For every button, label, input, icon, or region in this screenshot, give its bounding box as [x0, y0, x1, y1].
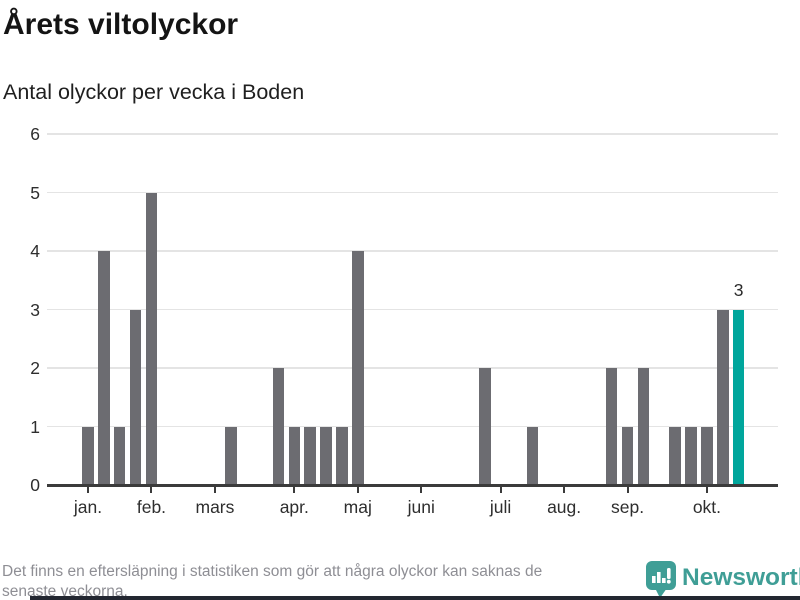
bar-week-42: [732, 309, 745, 485]
x-tick-jan: [87, 486, 89, 493]
x-axis-label-aug: aug.: [547, 497, 582, 517]
gridline-y1: [47, 425, 778, 428]
bar-week-39: [685, 426, 697, 485]
bar-week-35: [621, 426, 634, 485]
bar-week-40: [701, 426, 713, 485]
x-tick-mars: [213, 486, 216, 493]
bar-week-4: [129, 309, 142, 485]
y-axis-label-1: 1: [30, 416, 40, 437]
y-axis-label-3: 3: [30, 299, 40, 320]
x-axis-label-juni: juni: [407, 497, 435, 517]
bar-week-16: [320, 426, 332, 485]
y-axis-label-6: 6: [30, 124, 40, 144]
newsworthy-brand-text: Newsworthy: [682, 564, 800, 591]
newsworthy-bubble-chart-icon: [646, 561, 676, 598]
x-tick-juli: [499, 486, 502, 493]
footnote-line: Det finns en eftersläpning i statistiken…: [2, 563, 543, 580]
x-axis-label-maj: maj: [343, 497, 372, 517]
bar-week-2: [98, 251, 110, 485]
y-axis-label-4: 4: [30, 241, 40, 261]
x-tick-okt: [705, 486, 708, 493]
bar-week-14: [288, 426, 301, 485]
y-axis-label-0: 0: [30, 475, 40, 495]
bar-value-annotation: 3: [733, 279, 744, 300]
bar-week-18: [352, 251, 364, 485]
x-axis-label-sep: sep.: [611, 497, 645, 517]
gridline-y2: [47, 367, 778, 369]
y-axis-label-2: 2: [30, 358, 40, 378]
bar-week-38: [669, 426, 681, 485]
bar-week-15: [304, 426, 316, 485]
x-axis-label-mars: mars: [195, 497, 235, 517]
bar-week-29: [526, 426, 539, 485]
x-axis-label-jan: jan.: [73, 497, 103, 517]
gridline-y3: [47, 308, 778, 311]
x-axis-label-apr: apr.: [279, 497, 309, 517]
bar-week-5: [145, 192, 158, 485]
gridline-y4: [47, 250, 778, 252]
page-title: Årets viltolyckor: [3, 8, 239, 41]
bar-week-36: [637, 368, 650, 485]
x-axis-line: [47, 484, 778, 487]
gridline-y6: [47, 133, 778, 135]
bar-week-13: [272, 368, 285, 485]
x-tick-apr: [293, 486, 296, 493]
y-axis-label-5: 5: [30, 182, 40, 203]
x-axis-label-okt: okt.: [692, 497, 722, 517]
bar-week-26: [479, 368, 491, 485]
gridline-y5: [47, 191, 778, 194]
bar-week-17: [336, 426, 348, 485]
bar-week-34: [605, 368, 618, 485]
page-subtitle: Antal olyckor per vecka i Boden: [3, 80, 305, 104]
x-tick-juni: [420, 486, 423, 493]
bar-week-41: [717, 309, 729, 485]
x-tick-aug: [563, 486, 566, 493]
x-tick-sep: [626, 486, 629, 493]
footnote-line: senaste veckorna.: [2, 583, 128, 600]
x-tick-feb: [150, 486, 153, 493]
x-tick-maj: [356, 486, 359, 493]
x-axis-label-feb: feb.: [136, 497, 167, 517]
newsworthy-logo: Newsworthy: [645, 560, 800, 598]
bottom-border: [30, 596, 800, 600]
bar-week-1: [82, 426, 94, 485]
x-axis-label-juli: juli: [489, 497, 512, 517]
bar-week-3: [113, 426, 126, 485]
bar-week-10: [225, 426, 237, 485]
